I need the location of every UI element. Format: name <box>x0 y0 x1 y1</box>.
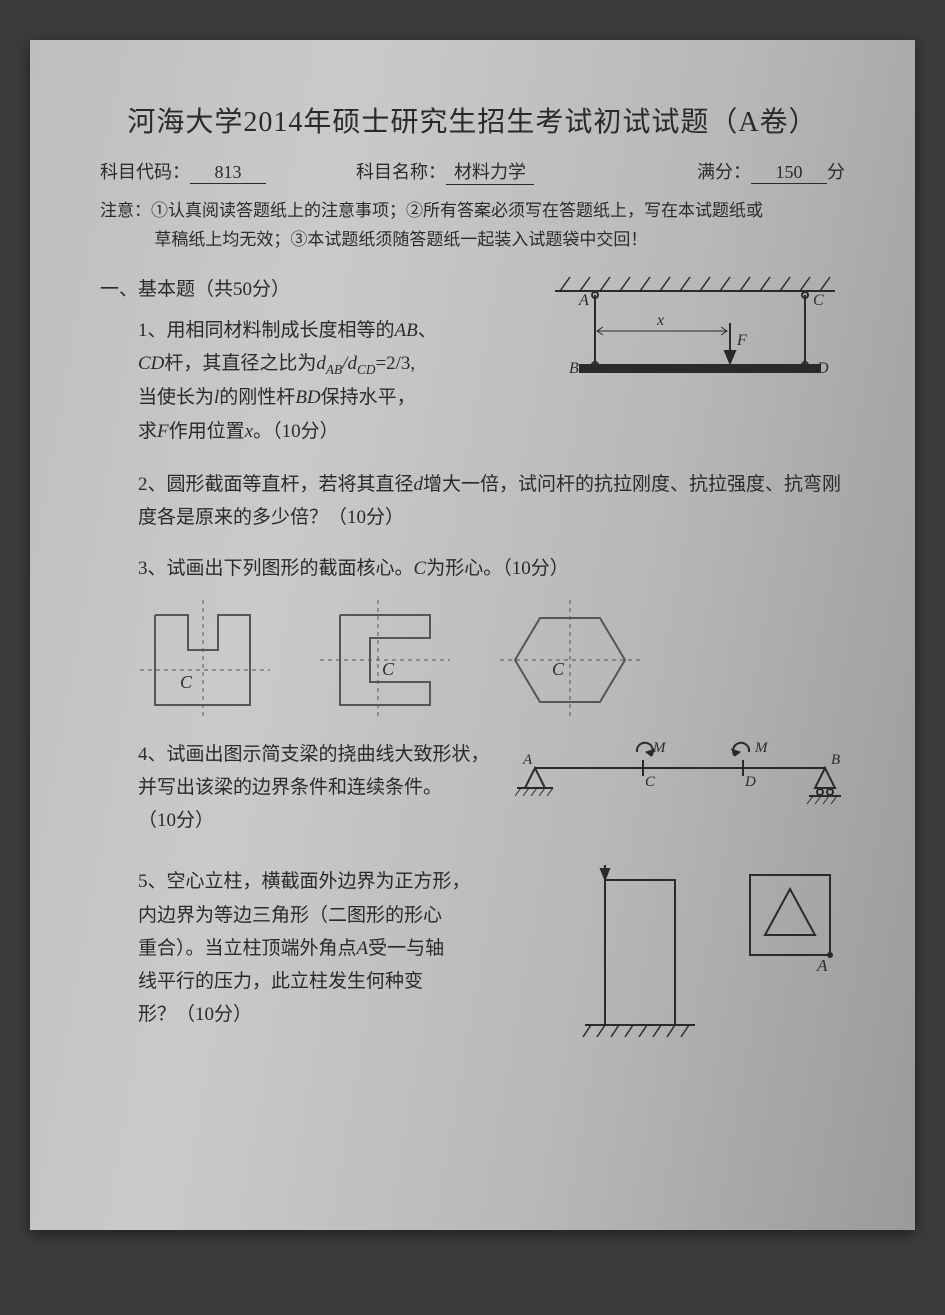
svg-text:A: A <box>816 956 828 975</box>
q1-figure: A C B D F x <box>535 273 845 393</box>
svg-text:D: D <box>744 774 756 790</box>
score-label: 满分：150分 <box>697 158 845 184</box>
name-label: 科目名称：材料力学 <box>356 158 534 185</box>
svg-text:M: M <box>754 740 769 756</box>
section-1: A C B D F x 一、基本题（共50分） 1、用相同材料制成长度相等的AB… <box>100 273 845 448</box>
svg-text:D: D <box>816 360 829 377</box>
q5: A 5、空心立柱，横截面外边界为正方形， 内边界为等边三角形（二图形的形心 重合… <box>100 865 845 1066</box>
svg-text:M: M <box>652 740 667 756</box>
boxed-text: 答题纸 <box>559 201 610 220</box>
code-value: 813 <box>190 162 266 184</box>
svg-text:C: C <box>552 659 565 679</box>
q3-shapes: C C C <box>140 600 845 720</box>
q2: 2、圆形截面等直杆，若将其直径d增大一倍，试问杆的抗拉刚度、抗拉强度、抗弯刚度各… <box>100 468 845 535</box>
svg-text:x: x <box>656 312 664 329</box>
q3-shape-2: C <box>320 600 450 720</box>
q4-figure: A B C D M M <box>515 738 845 828</box>
page-title: 河海大学2014年硕士研究生招生考试初试试题（A卷） <box>100 100 845 140</box>
svg-text:B: B <box>569 360 579 377</box>
svg-text:C: C <box>813 292 824 309</box>
q3-shape-1: C <box>140 600 270 720</box>
svg-text:F: F <box>736 332 747 349</box>
svg-text:C: C <box>382 659 395 679</box>
svg-text:C: C <box>180 672 193 692</box>
q3: 3、试画出下列图形的截面核心。C为形心。（10分） <box>100 552 845 585</box>
q3-shape-3: C <box>500 600 640 720</box>
svg-text:A: A <box>578 292 589 309</box>
name-value: 材料力学 <box>446 158 534 185</box>
svg-text:B: B <box>831 752 840 768</box>
svg-text:C: C <box>645 774 656 790</box>
exam-paper: 河海大学2014年硕士研究生招生考试初试试题（A卷） 科目代码：813 科目名称… <box>30 40 915 1230</box>
q4: A B C D M M 4、试画出图示简支梁的挠曲线大致形状， 并写出该梁的边界… <box>100 738 845 838</box>
score-value: 150 <box>751 162 827 184</box>
notice-block: 注意：①认真阅读答题纸上的注意事项；②所有答案必须写在答题纸上，写在本试题纸或 … <box>100 197 845 255</box>
header-row: 科目代码：813 科目名称：材料力学 满分：150分 <box>100 158 845 185</box>
code-label: 科目代码：813 <box>100 158 266 184</box>
svg-text:A: A <box>522 752 533 768</box>
q5-figure: A <box>565 865 845 1066</box>
